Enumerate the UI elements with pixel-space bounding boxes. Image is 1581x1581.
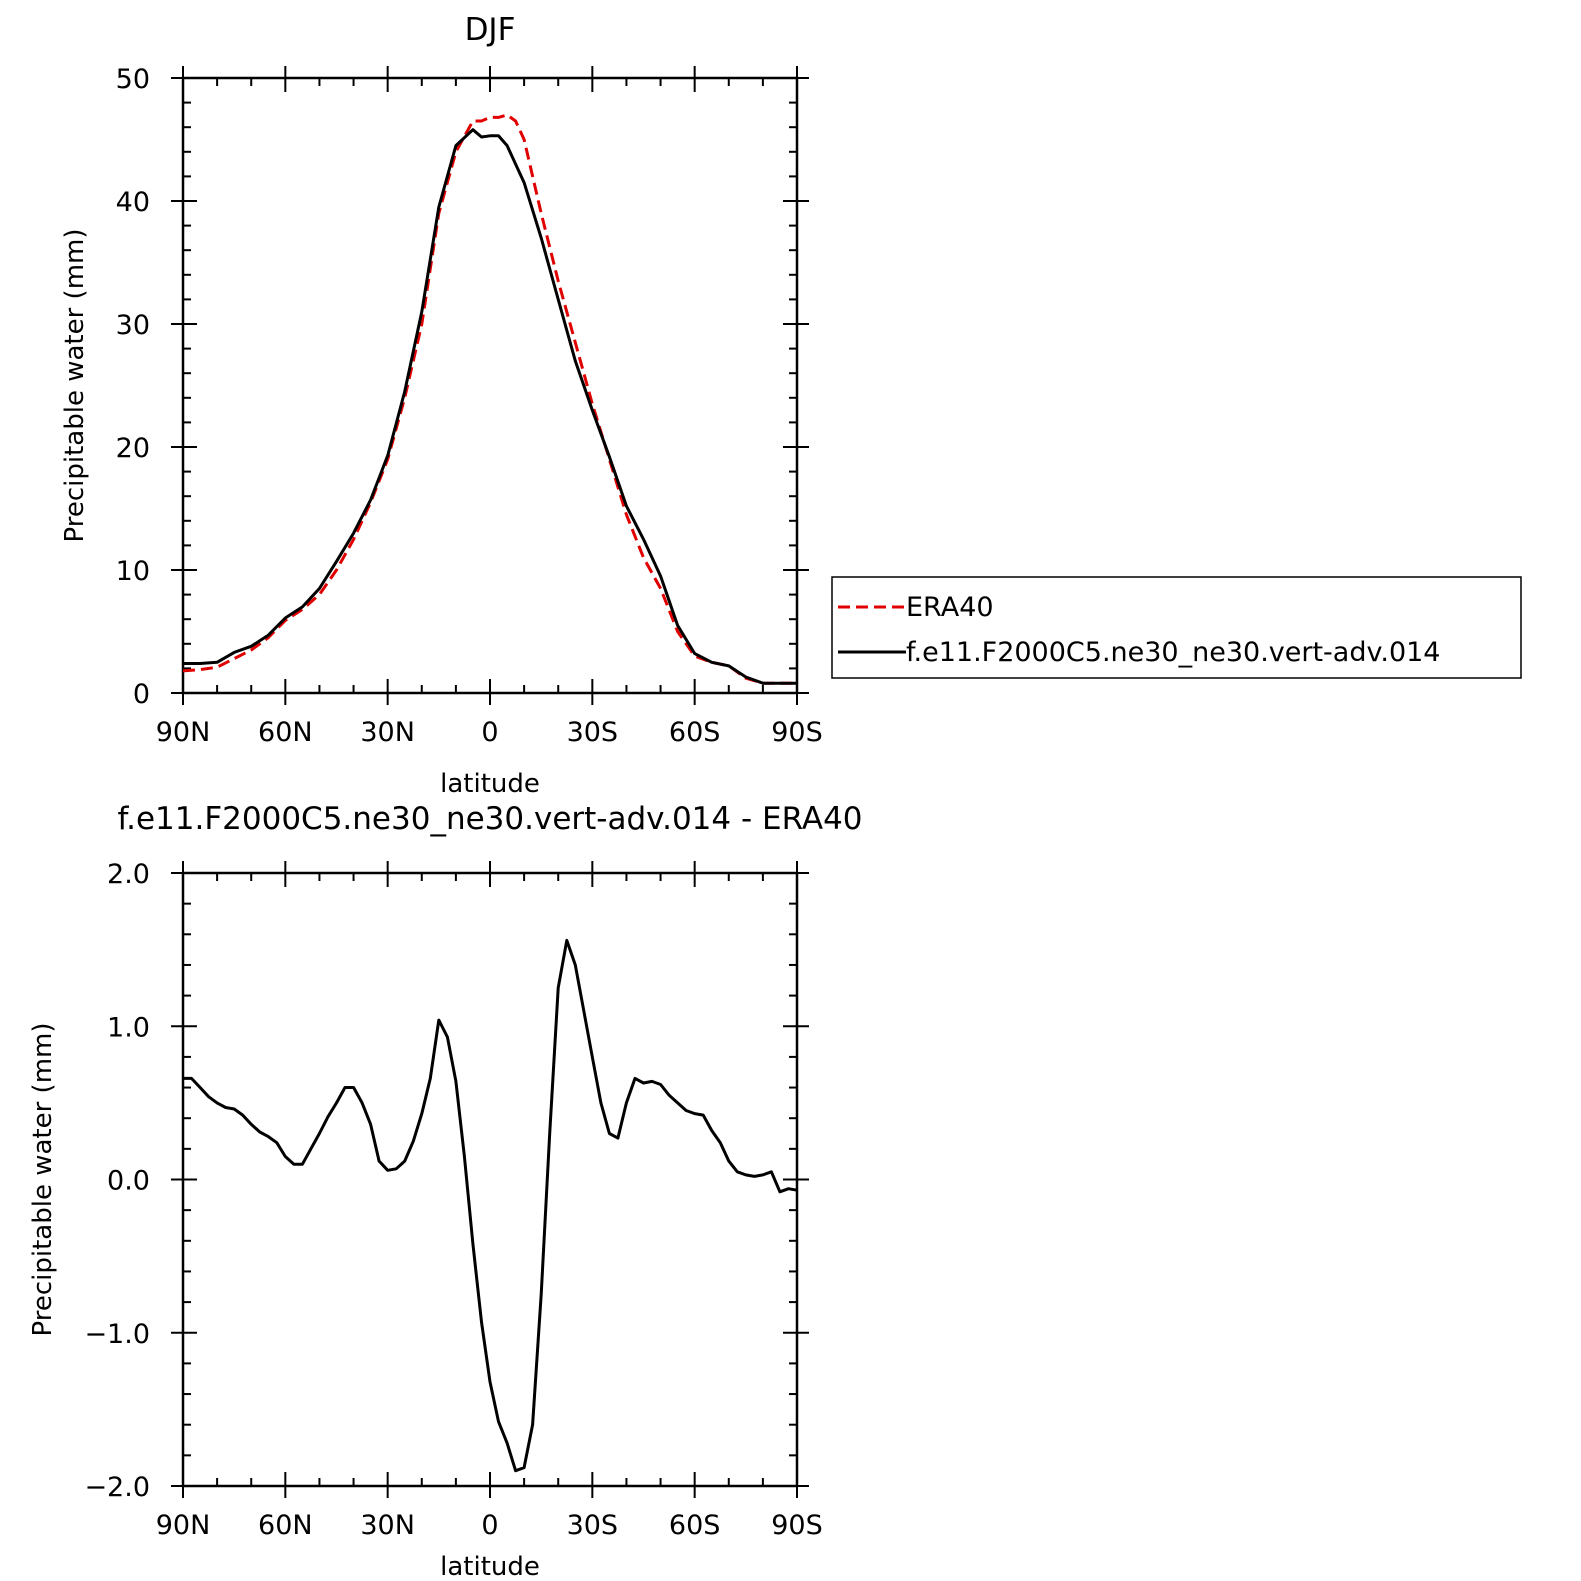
plot-area: 90N 60N 30N 0 30S 60S 90S 0 10 20 30 40 50 [116, 64, 823, 748]
y-tick-label: −1.0 [84, 1319, 150, 1350]
y-tick-label: 50 [116, 64, 150, 95]
x-tick-label: 30N [360, 1510, 415, 1541]
legend: ERA40 f.e11.F2000C5.ne30_ne30.vert-adv.0… [831, 576, 1522, 679]
x-tick-label: 90S [771, 717, 823, 748]
x-tick-label: 0 [481, 717, 498, 748]
legend-frame [831, 576, 1522, 679]
plot-frame [181, 76, 799, 695]
y-tick-label: 0.0 [107, 1166, 150, 1197]
x-tick-label: 60N [258, 717, 313, 748]
series-line-1 [183, 128, 797, 685]
legend-label-model: f.e11.F2000C5.ne30_ne30.vert-adv.014 [906, 637, 1440, 668]
y-axis-title: Precipitable water (mm) [28, 1023, 58, 1337]
x-tick-label: 90N [156, 717, 211, 748]
x-tick-label: 0 [481, 1510, 498, 1541]
x-tick-label: 30S [567, 717, 619, 748]
series-line-0 [183, 938, 798, 1473]
y-tick-label: 2.0 [107, 859, 150, 890]
x-tick-label: 90S [771, 1510, 823, 1541]
plot-area: 90N 60N 30N 0 30S 60S 90S −2.0 −1.0 0.0 1.0 2.0 [84, 859, 822, 1541]
y-axis-title: Precipitable water (mm) [60, 229, 90, 543]
y-tick-label: 20 [116, 433, 150, 464]
x-tick-label: 60S [669, 717, 721, 748]
legend-label-era40: ERA40 [906, 592, 994, 623]
y-tick-label: −2.0 [84, 1472, 150, 1503]
y-tick-label: 10 [116, 556, 150, 587]
x-tick-label: 30S [567, 1510, 619, 1541]
y-tick-label: 40 [116, 187, 150, 218]
y-tick-label: 0 [133, 679, 150, 710]
panel-title: f.e11.F2000C5.ne30_ne30.vert-adv.014 - E… [117, 801, 862, 837]
x-tick-label: 60N [258, 1510, 313, 1541]
x-axis-title: latitude [440, 1552, 540, 1581]
panel-djf: DJF 90N 60N 30N 0 30S 60S 90S 0 10 20 30 40 50 latit… [60, 12, 823, 799]
x-tick-label: 60S [669, 1510, 721, 1541]
plot-frame [181, 871, 799, 1488]
y-tick-label: 30 [116, 310, 150, 341]
panel-difference: f.e11.F2000C5.ne30_ne30.vert-adv.014 - E… [28, 801, 863, 1581]
series-line-0 [182, 113, 797, 685]
x-tick-label: 30N [360, 717, 415, 748]
panel-title: DJF [465, 12, 516, 48]
x-tick-label: 90N [156, 1510, 211, 1541]
x-axis-title: latitude [440, 769, 540, 799]
y-tick-label: 1.0 [107, 1012, 150, 1043]
